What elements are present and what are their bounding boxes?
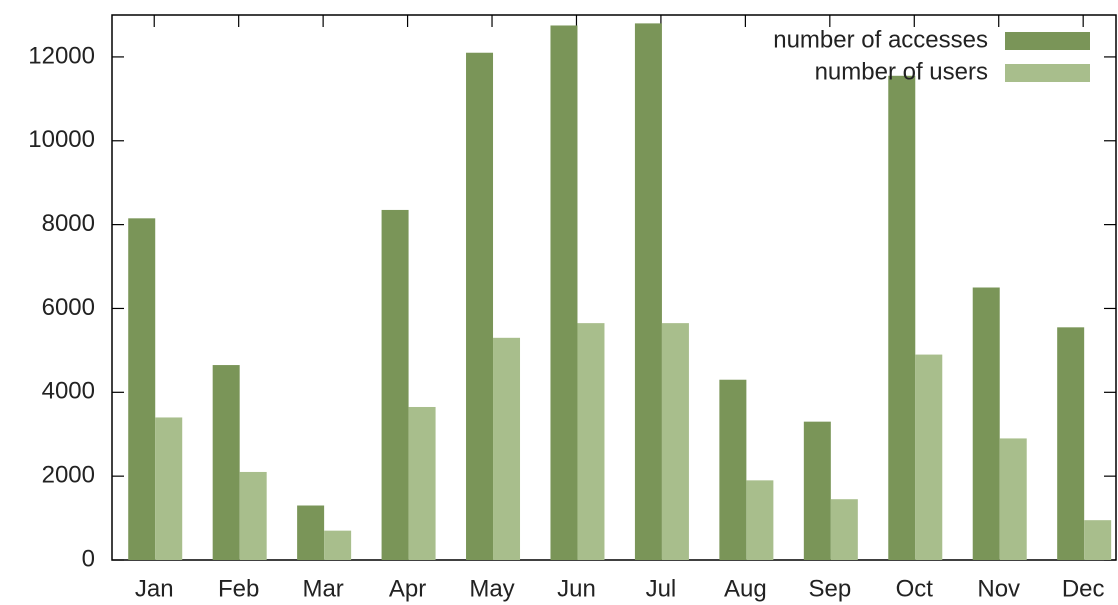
bar (634, 23, 662, 560)
bar (128, 218, 156, 561)
legend-swatch (1005, 32, 1090, 50)
y-tick-label: 8000 (42, 210, 95, 237)
x-tick-label: Jul (646, 575, 677, 602)
bar (577, 323, 605, 560)
x-tick-label: Jan (135, 575, 174, 602)
x-tick-label: May (469, 575, 514, 602)
bar (466, 52, 494, 560)
bar (803, 421, 831, 560)
bar (1084, 520, 1112, 560)
y-tick-label: 10000 (28, 126, 95, 153)
bar (297, 505, 325, 560)
bar (915, 354, 943, 560)
plot-frame (111, 14, 1117, 561)
x-tick-label: Oct (896, 575, 934, 602)
x-tick-label: Sep (808, 575, 851, 602)
y-tick-label: 4000 (42, 378, 95, 405)
x-tick-label: Nov (977, 575, 1020, 602)
bar (408, 406, 436, 560)
bar (155, 417, 183, 560)
bar (972, 287, 1000, 560)
bar (719, 379, 747, 560)
y-tick-label: 6000 (42, 294, 95, 321)
bar (830, 499, 858, 560)
bar (746, 480, 774, 560)
bar (1057, 327, 1085, 560)
bar (493, 337, 521, 560)
bar (550, 25, 578, 560)
x-tick-label: Aug (724, 575, 767, 602)
x-tick-label: Feb (218, 575, 259, 602)
y-tick-label: 2000 (42, 461, 95, 488)
x-tick-label: Mar (302, 575, 343, 602)
bar (999, 438, 1027, 560)
legend-label: number of accesses (773, 26, 988, 53)
bar (888, 75, 916, 561)
bar (661, 323, 689, 560)
legend-swatch (1005, 64, 1090, 82)
y-tick-label: 0 (82, 545, 95, 572)
bar (239, 471, 267, 560)
x-tick-label: Jun (557, 575, 596, 602)
legend-label: number of users (815, 58, 988, 85)
bar (381, 209, 409, 560)
x-tick-label: Dec (1062, 575, 1105, 602)
y-tick-label: 12000 (28, 42, 95, 69)
bar (324, 530, 352, 560)
bar (212, 365, 240, 560)
x-tick-label: Apr (389, 575, 426, 602)
